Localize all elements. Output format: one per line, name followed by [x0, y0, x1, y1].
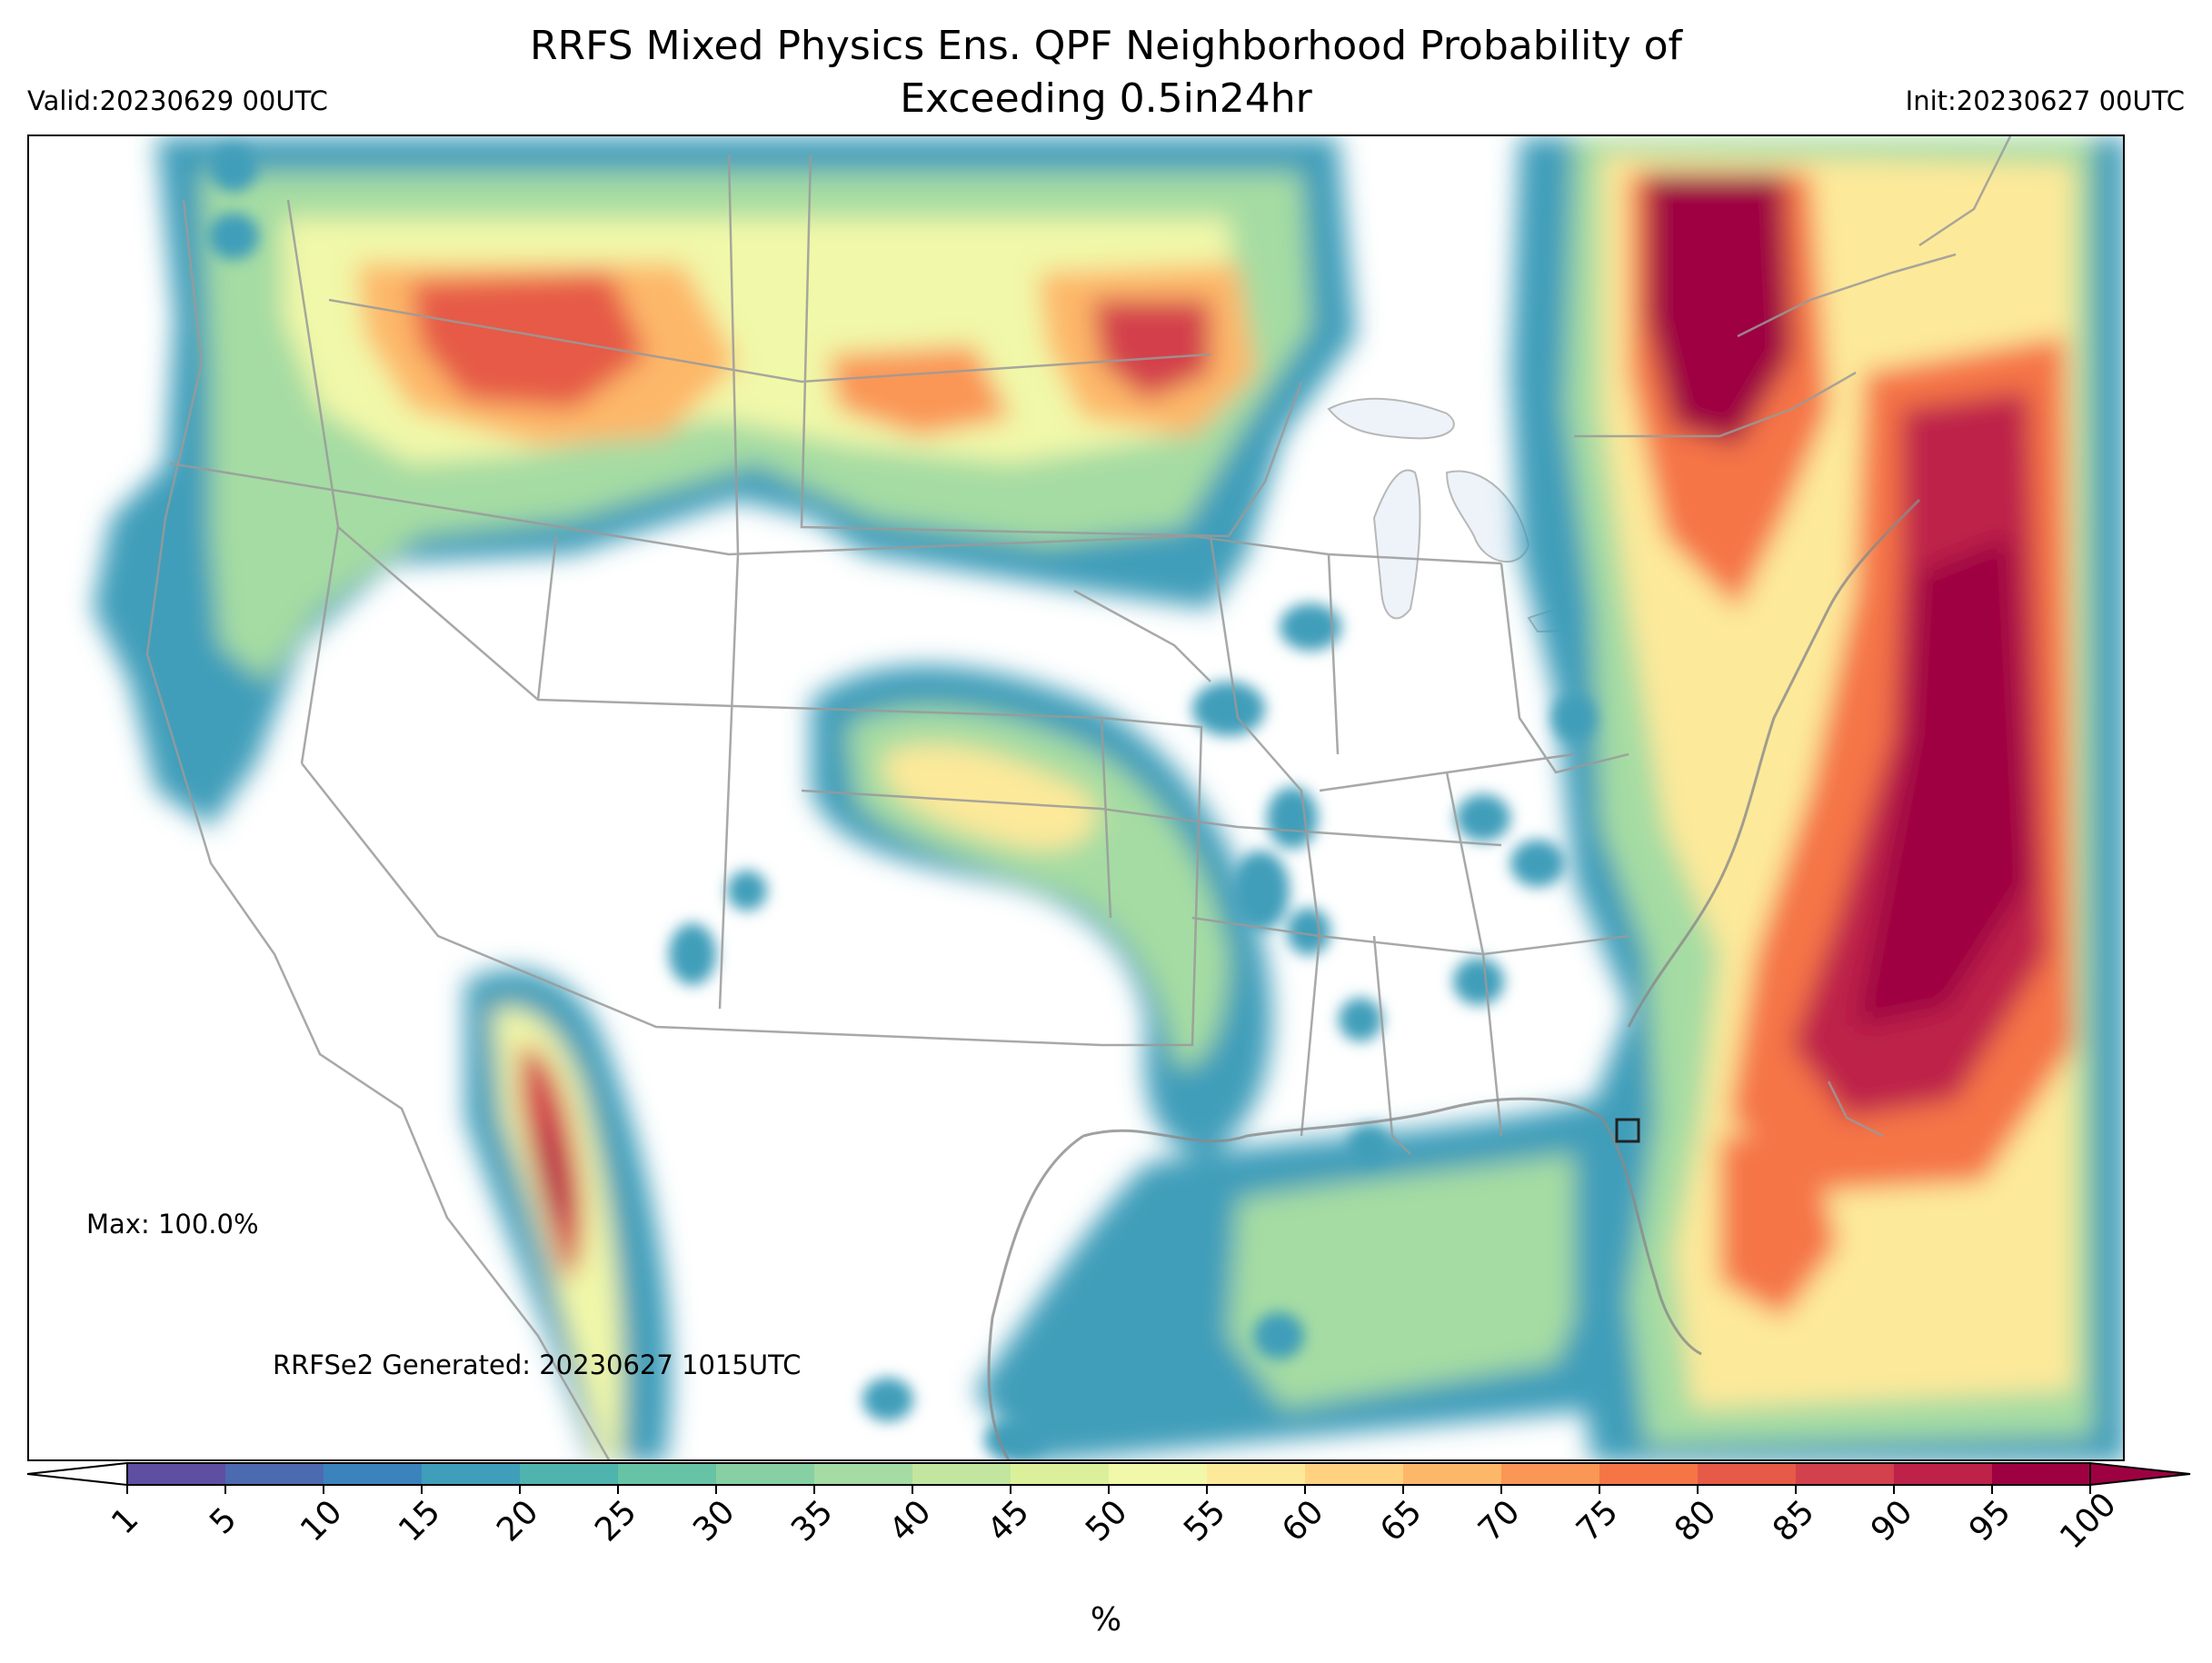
colorbar-tick-label: 30 — [686, 1493, 742, 1548]
colorbar-tick-label: 65 — [1373, 1493, 1429, 1548]
colorbar-tick-label: 5 — [203, 1500, 244, 1541]
colorbar-swatch — [127, 1463, 226, 1485]
colorbar-tick-label: 40 — [882, 1493, 938, 1548]
colorbar-tick-label: 60 — [1275, 1493, 1330, 1548]
colorbar-tick-label: 10 — [294, 1493, 349, 1548]
colorbar-swatch — [520, 1463, 619, 1485]
title-line-2: Exceeding 0.5in24hr — [900, 75, 1312, 122]
colorbar-swatch — [1207, 1463, 1306, 1485]
coastlines — [987, 498, 1921, 1459]
colorbar: 1 5 10 15 20 25 30 35 40 45 50 55 60 65 70 75 80 85 90 95 10… — [26, 1461, 2191, 1557]
colorbar-swatch — [618, 1463, 717, 1485]
colorbar-under-extension — [26, 1461, 128, 1487]
colorbar-swatch — [324, 1463, 423, 1485]
generated-timestamp: RRFSe2 Generated: 20230627 1015UTC — [273, 1349, 802, 1380]
state-boundaries — [145, 136, 2012, 1459]
colorbar-swatch — [1305, 1463, 1404, 1485]
colorbar-ticks: 1 5 10 15 20 25 30 35 40 45 50 55 60 65 70 75 80 85 90 95 10… — [105, 1485, 2124, 1557]
colorbar-unit-label: % — [1090, 1601, 1122, 1638]
colorbar-tick-label: 100 — [2053, 1486, 2124, 1557]
valid-time: Valid:20230629 00UTC — [27, 85, 328, 116]
colorbar-tick-label: 95 — [1962, 1493, 2018, 1548]
colorbar-swatch — [1992, 1463, 2091, 1485]
colorbar-swatch — [422, 1463, 521, 1485]
colorbar-swatch — [1011, 1463, 1110, 1485]
colorbar-tick-label: 15 — [392, 1493, 447, 1548]
colorbar-tick-label: 75 — [1569, 1493, 1625, 1548]
colorbar-swatch — [814, 1463, 913, 1485]
colorbar-swatch — [1403, 1463, 1502, 1485]
colorbar-swatch — [1894, 1463, 1993, 1485]
colorbar-tick-label: 1 — [105, 1500, 145, 1541]
colorbar-swatches — [26, 1461, 2191, 1487]
isolated-cells — [208, 144, 1596, 1459]
probability-map — [93, 136, 2123, 1459]
colorbar-tick-label: 20 — [490, 1493, 545, 1548]
colorbar-swatch — [1698, 1463, 1797, 1485]
colorbar-swatch — [1599, 1463, 1699, 1485]
colorbar-tick-label: 70 — [1471, 1493, 1527, 1548]
colorbar-swatch — [1109, 1463, 1208, 1485]
probability-field — [93, 136, 2123, 1459]
chart-title: RRFS Mixed Physics Ens. QPF Neighborhood… — [0, 20, 2212, 125]
colorbar-tick-label: 55 — [1177, 1493, 1232, 1548]
colorbar-swatch — [1501, 1463, 1600, 1485]
colorbar-tick-label: 80 — [1668, 1493, 1723, 1548]
colorbar-over-extension — [2089, 1461, 2191, 1487]
init-time: Init:20230627 00UTC — [1905, 85, 2185, 116]
colorbar-swatch — [912, 1463, 1011, 1485]
colorbar-swatch — [1796, 1463, 1895, 1485]
max-location-marker — [1615, 1118, 1640, 1143]
colorbar-tick-label: 45 — [981, 1493, 1036, 1548]
colorbar-tick-label: 85 — [1766, 1493, 1821, 1548]
colorbar-tick-label: 50 — [1079, 1493, 1134, 1548]
colorbar-swatch — [716, 1463, 815, 1485]
colorbar-tick-label: 90 — [1864, 1493, 1919, 1548]
colorbar-tick-label: 35 — [784, 1493, 840, 1548]
title-line-1: RRFS Mixed Physics Ens. QPF Neighborhood… — [529, 23, 1683, 69]
max-value-label: Max: 100.0% — [86, 1209, 259, 1240]
colorbar-swatch — [225, 1463, 324, 1485]
colorbar-tick-label: 25 — [588, 1493, 643, 1548]
map-panel — [27, 134, 2125, 1461]
